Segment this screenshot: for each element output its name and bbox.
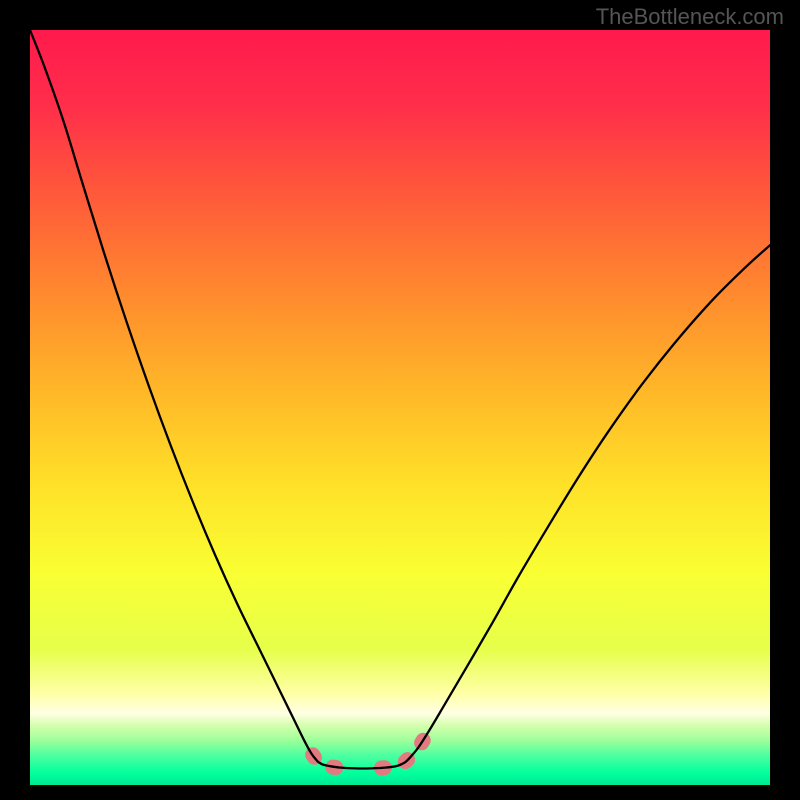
bottleneck-chart bbox=[0, 0, 800, 800]
chart-background bbox=[30, 30, 770, 785]
watermark-text: TheBottleneck.com bbox=[596, 4, 784, 30]
stage: TheBottleneck.com bbox=[0, 0, 800, 800]
